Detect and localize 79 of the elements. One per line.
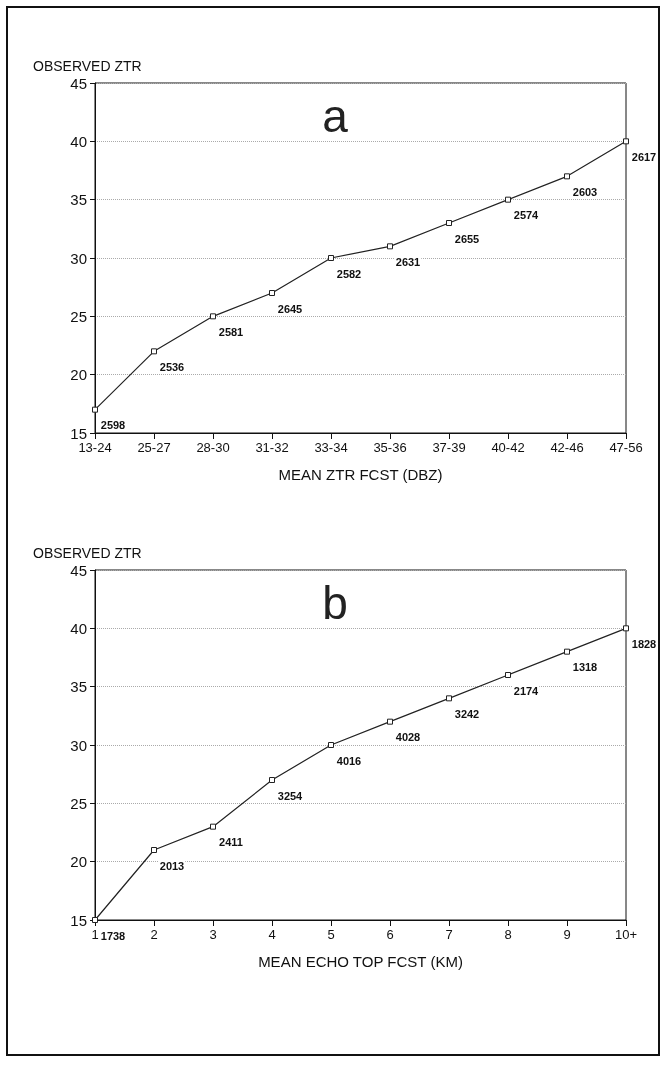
x-axis-title: MEAN ECHO TOP FCST (KM)	[258, 953, 463, 970]
y-axis-title: OBSERVED ZTR	[33, 545, 142, 561]
x-tick-label: 28-30	[196, 440, 230, 455]
x-tick-label: 31-32	[255, 440, 289, 455]
point	[564, 648, 570, 655]
point	[446, 695, 452, 702]
point	[623, 625, 629, 632]
point	[210, 823, 216, 830]
y-tick-label: 15	[70, 911, 87, 929]
point	[505, 672, 511, 678]
x-tick-label: 33-34	[314, 440, 348, 455]
x-tick-label: 5	[327, 927, 335, 942]
y-tick-label: 35	[70, 678, 87, 696]
annotation: 3242	[454, 707, 480, 720]
y-tick-label: 35	[70, 191, 87, 209]
chart-title: b	[322, 577, 348, 629]
point	[151, 348, 157, 355]
point	[387, 243, 393, 250]
point	[92, 406, 98, 413]
y-tick-label: 40	[70, 132, 87, 150]
x-tick-label: 7	[445, 927, 453, 942]
annotation: 2411	[219, 836, 243, 849]
y-tick-label: 45	[70, 561, 87, 579]
point	[328, 255, 334, 261]
annotation: 2655	[454, 232, 480, 245]
x-tick-label: 3	[209, 927, 217, 942]
x-tick-label: 1	[91, 927, 99, 942]
x-tick-label: 2	[150, 927, 158, 942]
annotation: 1738	[100, 929, 126, 942]
annotation: 2631	[395, 255, 421, 268]
annotation: 2581	[218, 325, 244, 338]
point	[623, 138, 629, 145]
x-tick-label: 4	[268, 927, 276, 942]
annotation: 4028	[395, 731, 421, 744]
x-tick-label: 42-46	[550, 440, 584, 455]
annotation: 4016	[336, 754, 362, 767]
point	[151, 847, 157, 853]
point	[269, 777, 275, 783]
annotation: 2645	[277, 302, 303, 315]
y-tick-label: 20	[70, 366, 87, 384]
point	[446, 220, 452, 226]
chart-title: a	[322, 90, 349, 142]
annotation: 2598	[100, 419, 126, 432]
annotation: 2582	[336, 267, 362, 280]
annotation: 2536	[159, 360, 185, 373]
x-tick-label: 9	[563, 927, 571, 942]
point	[387, 718, 393, 725]
x-tick-label: 10+	[614, 927, 638, 942]
y-tick-label: 40	[70, 619, 87, 637]
x-tick-label: 8	[504, 927, 512, 942]
x-tick-label: 35-36	[373, 440, 407, 455]
x-tick-label: 47-56	[609, 440, 643, 455]
point	[210, 313, 216, 320]
y-tick-label: 20	[70, 853, 87, 871]
y-tick-label: 30	[70, 249, 87, 267]
y-tick-label: 25	[70, 307, 87, 325]
annotation: 2617	[631, 150, 657, 163]
annotation: 2574	[513, 209, 540, 222]
x-tick-label: 13-24	[78, 440, 112, 455]
y-axis-title: OBSERVED ZTR	[33, 58, 142, 74]
point	[564, 173, 570, 180]
y-tick-label: 45	[70, 74, 87, 92]
annotation: 3254	[277, 789, 304, 802]
x-tick-label: 25-27	[137, 440, 171, 455]
annotation: 2603	[572, 185, 598, 198]
x-tick-label: 37-39	[432, 440, 466, 455]
annotation: 2013	[159, 859, 185, 872]
point	[269, 290, 275, 296]
x-axis-title: MEAN ZTR FCST (DBZ)	[278, 466, 443, 483]
annotation: 2174	[513, 684, 540, 697]
y-tick-label: 30	[70, 736, 87, 754]
annotation: 1828	[631, 637, 657, 650]
x-tick-label: 40-42	[491, 440, 525, 455]
point	[328, 742, 334, 748]
point	[505, 196, 511, 203]
annotation: 1318	[572, 661, 598, 674]
x-tick-label: 6	[386, 927, 394, 942]
y-tick-label: 25	[70, 794, 87, 812]
y-tick-label: 15	[70, 424, 87, 442]
